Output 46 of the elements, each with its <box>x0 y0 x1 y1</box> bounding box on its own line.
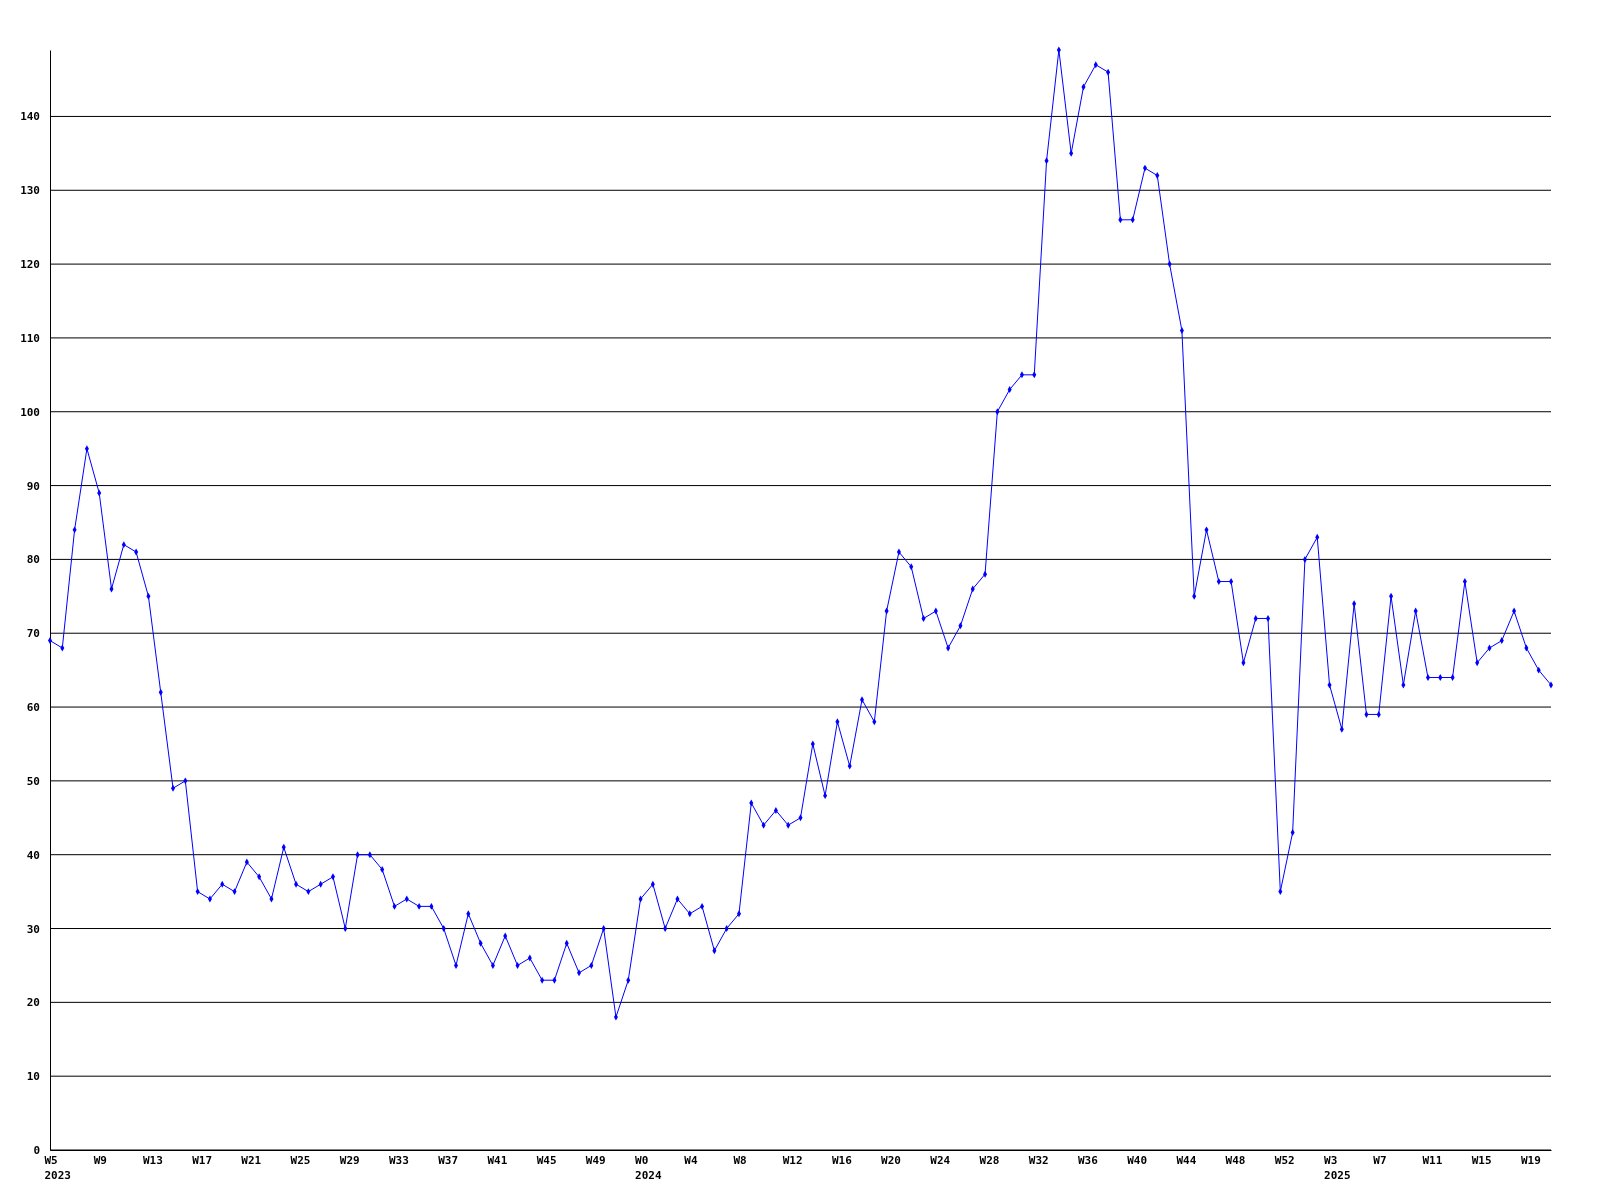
x-tick-label: W44 <box>1176 1154 1197 1167</box>
x-tick-label: W16 <box>831 1154 853 1167</box>
x-tick-label: W7 <box>1373 1154 1387 1167</box>
y-tick-label: 140 <box>20 110 40 124</box>
x-tick-label: W0 2024 <box>635 1154 662 1182</box>
x-tick-label: W41 <box>487 1154 508 1167</box>
x-tick-label: W11 <box>1422 1154 1443 1167</box>
y-tick-label: 60 <box>26 701 40 715</box>
x-tick-label: W4 <box>684 1154 698 1167</box>
x-tick-label: W49 <box>585 1154 606 1167</box>
y-tick-label: 50 <box>26 774 40 788</box>
y-tick-label: 80 <box>26 553 40 567</box>
x-tick-label: W25 <box>290 1154 311 1167</box>
x-tick-label: W48 <box>1225 1154 1246 1167</box>
x-tick-label: W20 <box>881 1154 901 1167</box>
x-tick-label: W9 <box>93 1154 107 1167</box>
x-tick-label: W15 <box>1471 1154 1492 1167</box>
y-tick-label: 100 <box>20 405 40 419</box>
x-tick-label: W17 <box>192 1154 213 1167</box>
y-tick-label: 130 <box>20 184 40 198</box>
x-tick-label: W40 <box>1127 1154 1148 1167</box>
y-tick-label: 20 <box>26 996 40 1010</box>
x-tick-label: W32 <box>1028 1154 1049 1167</box>
y-tick-label: 90 <box>26 479 40 493</box>
y-tick-label: 120 <box>20 258 40 272</box>
y-tick-label: 10 <box>26 1070 40 1084</box>
y-tick-label: 40 <box>26 848 40 862</box>
x-tick-label: W3 2025 <box>1324 1154 1351 1182</box>
x-tick-label: W33 <box>388 1154 409 1167</box>
x-tick-label: W12 <box>782 1154 803 1167</box>
x-tick-label: W28 <box>979 1154 1000 1167</box>
x-tick-label: W29 <box>339 1154 360 1167</box>
x-tick-label: W36 <box>1077 1154 1099 1167</box>
x-tick-label: W24 <box>930 1154 951 1167</box>
x-tick-label: W45 <box>536 1154 557 1167</box>
y-tick-label: 30 <box>26 922 40 936</box>
y-tick-label: 0 <box>33 1144 40 1158</box>
x-tick-label: W8 <box>733 1154 747 1167</box>
y-tick-label: 70 <box>26 627 40 641</box>
y-tick-label: 110 <box>20 331 40 345</box>
x-tick-label: W19 <box>1520 1154 1541 1167</box>
x-tick-label: W52 <box>1274 1154 1295 1167</box>
x-tick-label: W13 <box>142 1154 163 1167</box>
x-tick-label: W21 <box>241 1154 262 1167</box>
x-tick-label: W37 <box>438 1154 459 1167</box>
x-tick-label: W5 2023 <box>44 1154 71 1182</box>
